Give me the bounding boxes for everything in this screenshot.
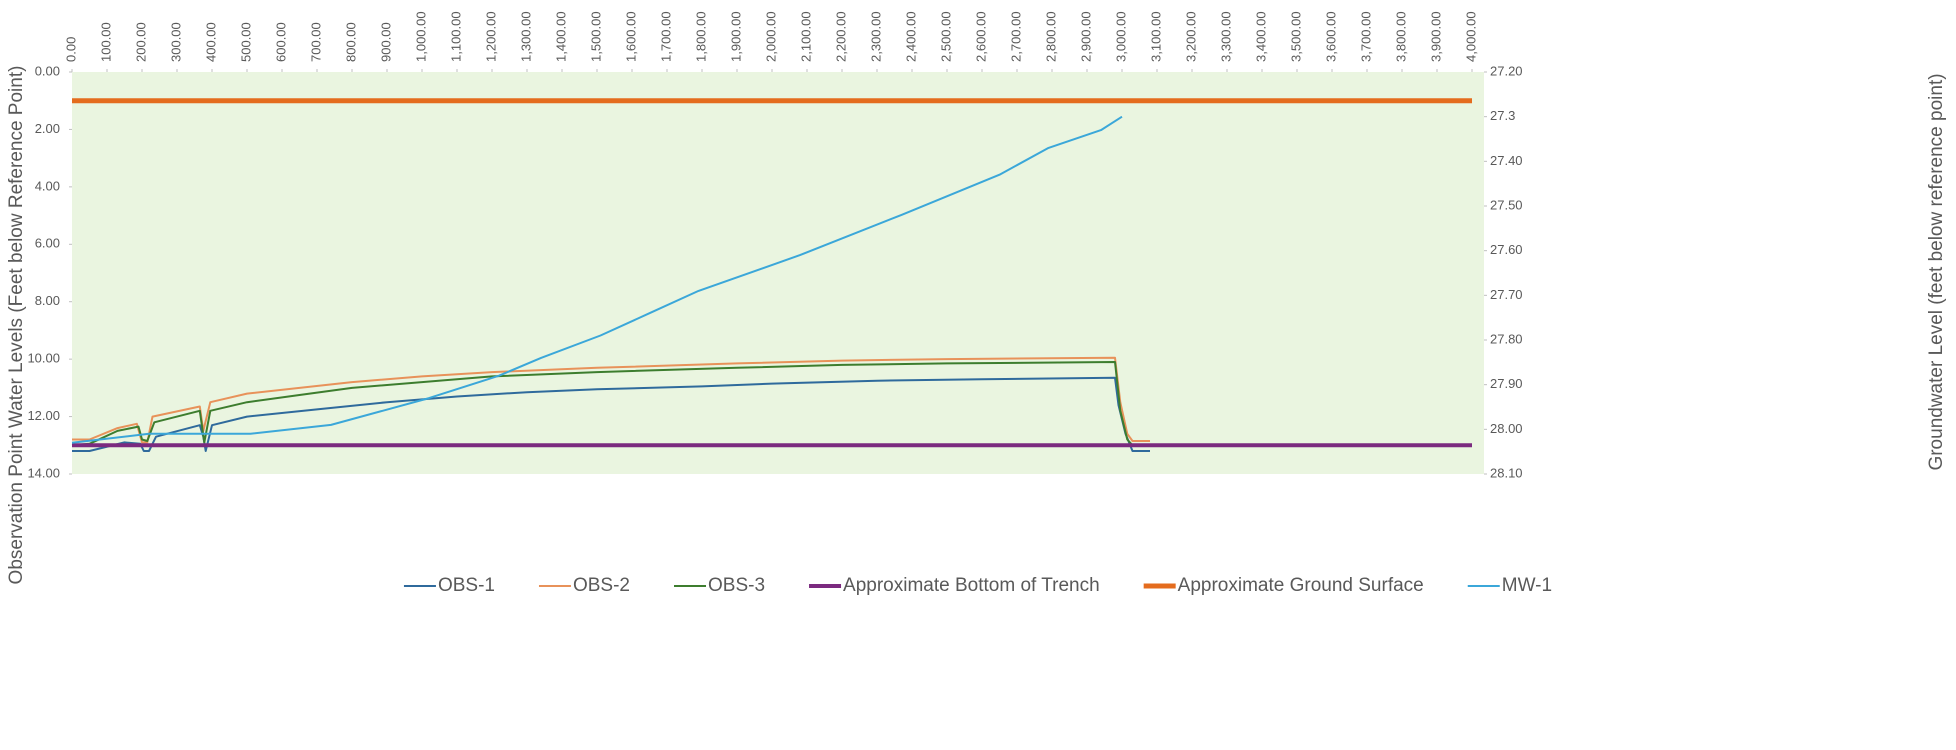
- x-tick-label: 1,300.00: [518, 11, 533, 62]
- x-tick-label: 3,200.00: [1183, 11, 1198, 62]
- x-tick-label: 4,000.00: [1463, 11, 1478, 62]
- x-tick-label: 3,700.00: [1358, 11, 1373, 62]
- y-tick-label: 12.00: [27, 408, 60, 423]
- x-tick-label: 2,700.00: [1008, 11, 1023, 62]
- x-tick-label: 500.00: [238, 22, 253, 62]
- x-tick-label: 400.00: [203, 22, 218, 62]
- y2-tick-label: 27.3: [1490, 108, 1515, 123]
- legend-label: OBS-1: [438, 575, 495, 596]
- y-tick-label: 2.00: [35, 121, 60, 136]
- y2-tick-label: 27.90: [1490, 376, 1523, 391]
- plot-area: [72, 72, 1484, 474]
- x-tick-label: 3,800.00: [1393, 11, 1408, 62]
- y-tick-label: 10.00: [27, 351, 60, 366]
- x-tick-label: 1,100.00: [448, 11, 463, 62]
- y2-tick-label: 27.20: [1490, 63, 1523, 78]
- x-tick-label: 2,200.00: [833, 11, 848, 62]
- y2-tick-label: 27.60: [1490, 242, 1523, 257]
- x-tick-label: 1,200.00: [483, 11, 498, 62]
- series-line: [72, 376, 1150, 452]
- x-tick-label: 1,000.00: [413, 11, 428, 62]
- x-tick-label: 900.00: [378, 22, 393, 62]
- x-tick-label: 700.00: [308, 22, 323, 62]
- x-tick-label: 1,500.00: [588, 11, 603, 62]
- x-tick-label: 1,600.00: [623, 11, 638, 62]
- legend-label: OBS-3: [708, 575, 765, 596]
- x-tick-label: 300.00: [168, 22, 183, 62]
- x-tick-label: 2,100.00: [798, 11, 813, 62]
- y-tick-label: 6.00: [35, 236, 60, 251]
- y-tick-label: 8.00: [35, 293, 60, 308]
- series-line: [71, 115, 1123, 444]
- x-tick-label: 3,100.00: [1148, 11, 1163, 62]
- x-tick-label: 2,800.00: [1043, 11, 1058, 62]
- x-tick-label: 600.00: [273, 22, 288, 62]
- legend-label: OBS-2: [573, 575, 630, 596]
- x-tick-label: 2,600.00: [973, 11, 988, 62]
- x-tick-label: 100.00: [98, 22, 113, 62]
- y2-tick-label: 28.00: [1490, 421, 1523, 436]
- y-tick-label: 0.00: [35, 63, 60, 78]
- x-tick-label: 800.00: [343, 22, 358, 62]
- x-tick-label: 2,900.00: [1078, 11, 1093, 62]
- y2-tick-label: 27.70: [1490, 287, 1523, 302]
- legend-label: Approximate Ground Surface: [1178, 575, 1424, 596]
- x-tick-label: 200.00: [133, 22, 148, 62]
- y2-tick-label: 27.80: [1490, 331, 1523, 346]
- x-tick-label: 3,000.00: [1113, 11, 1128, 62]
- x-tick-label: 3,900.00: [1428, 11, 1443, 62]
- x-tick-label: 1,800.00: [693, 11, 708, 62]
- y2-axis-title: Groundwater Level (feet below reference …: [1926, 73, 1947, 470]
- x-tick-label: 3,400.00: [1253, 11, 1268, 62]
- legend-label: Approximate Bottom of Trench: [843, 575, 1100, 596]
- x-tick-label: 2,500.00: [938, 11, 953, 62]
- y-tick-label: 4.00: [35, 178, 60, 193]
- x-tick-label: 3,600.00: [1323, 11, 1338, 62]
- y2-tick-label: 27.40: [1490, 153, 1523, 168]
- y-tick-label: 14.00: [27, 465, 60, 480]
- y2-tick-label: 28.10: [1490, 465, 1523, 480]
- legend-label: MW-1: [1502, 575, 1552, 596]
- y2-tick-label: 27.50: [1490, 197, 1523, 212]
- x-tick-label: 2,300.00: [868, 11, 883, 62]
- x-tick-label: 3,300.00: [1218, 11, 1233, 62]
- y-axis-title: Observation Point Water Levels (Feet bel…: [6, 66, 27, 585]
- x-tick-label: 1,700.00: [658, 11, 673, 62]
- x-tick-label: 1,400.00: [553, 11, 568, 62]
- x-tick-label: 1,900.00: [728, 11, 743, 62]
- x-tick-label: 2,000.00: [763, 11, 778, 62]
- x-tick-label: 3,500.00: [1288, 11, 1303, 62]
- x-tick-label: 2,400.00: [903, 11, 918, 62]
- legend: OBS-1 OBS-2 OBS-3 Approximate Bottom of Tre…: [403, 575, 1552, 596]
- x-tick-label: 0.00: [63, 37, 78, 62]
